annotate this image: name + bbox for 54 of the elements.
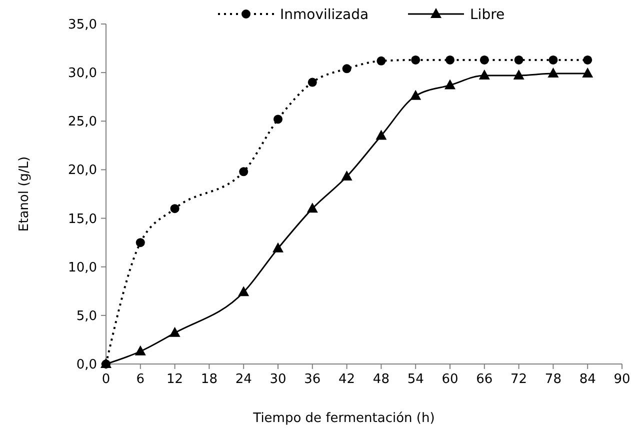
- point: [446, 55, 454, 64]
- point: [308, 78, 317, 87]
- y-tick-label: 0,0: [76, 358, 97, 372]
- legend-label: Libre: [470, 7, 505, 23]
- x-tick-label: 84: [579, 372, 596, 387]
- point: [582, 68, 594, 78]
- point: [480, 55, 489, 64]
- x-tick-label: 48: [372, 372, 390, 387]
- legend-label: Inmovilizada: [280, 7, 369, 23]
- point: [376, 130, 387, 140]
- point: [272, 242, 284, 252]
- point: [478, 69, 490, 80]
- x-tick-label: 24: [235, 372, 252, 387]
- x-tick-label: 66: [476, 372, 493, 387]
- point: [376, 56, 386, 66]
- point: [548, 68, 559, 78]
- point: [410, 90, 422, 100]
- x-tick-label: 12: [166, 372, 184, 387]
- y-axis-title: Etanol (g/L): [17, 156, 32, 232]
- point: [169, 326, 180, 337]
- point: [513, 69, 524, 80]
- y-tick-label: 30,0: [68, 66, 97, 82]
- point: [306, 202, 318, 213]
- point: [548, 55, 558, 64]
- x-tick-label: 72: [510, 372, 528, 387]
- x-tick-label: 30: [270, 372, 286, 387]
- point: [136, 238, 145, 248]
- point: [514, 55, 524, 64]
- point: [170, 204, 180, 214]
- y-tick-label: 10,0: [68, 260, 97, 276]
- point: [411, 55, 420, 64]
- x-axis-title: Tiempo de fermentación (h): [252, 411, 435, 426]
- x-tick-label: 90: [614, 372, 630, 387]
- y-tick-label: 15,0: [68, 212, 97, 227]
- point: [341, 170, 352, 181]
- point: [238, 286, 250, 296]
- y-tick-label: 20,0: [68, 163, 97, 178]
- x-tick-label: 42: [338, 372, 356, 387]
- point: [583, 55, 592, 64]
- y-tick-label: 25,0: [68, 114, 97, 130]
- x-tick-label: 0: [102, 372, 110, 387]
- y-tick-label: 35,0: [68, 18, 97, 32]
- x-tick-label: 6: [136, 372, 145, 387]
- point: [342, 64, 352, 74]
- x-tick-label: 54: [407, 372, 424, 387]
- point: [239, 167, 248, 176]
- point: [444, 79, 456, 90]
- point: [274, 114, 282, 124]
- x-tick-label: 78: [544, 372, 562, 387]
- y-tick-label: 5,0: [76, 308, 97, 324]
- point: [134, 345, 146, 356]
- x-tick-label: 36: [304, 372, 321, 387]
- x-tick-label: 18: [200, 372, 218, 387]
- x-tick-label: 60: [442, 372, 458, 387]
